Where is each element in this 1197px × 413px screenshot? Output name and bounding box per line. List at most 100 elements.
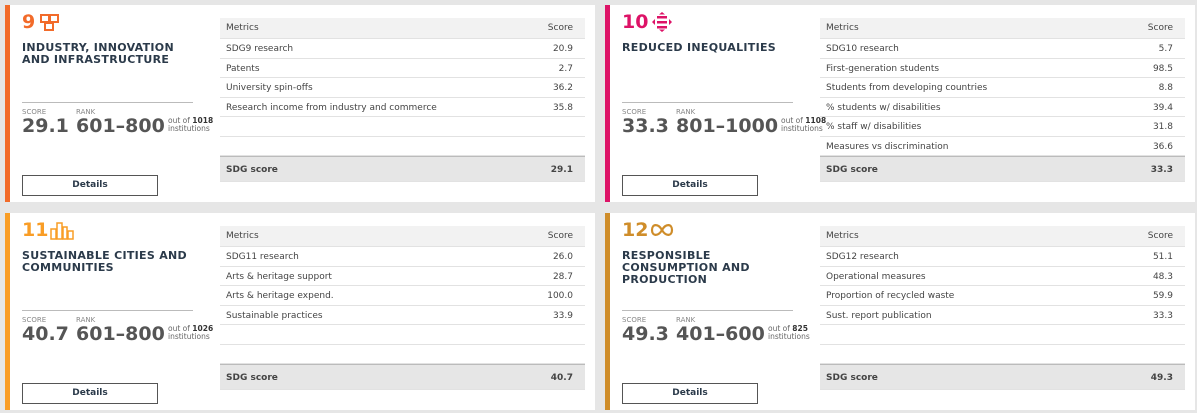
- divider: [22, 102, 193, 103]
- footer-score: 29.1: [550, 165, 573, 175]
- table-row: Measures vs discrimination 36.6: [820, 137, 1185, 156]
- table-row: Sustainable practices 33.9: [220, 306, 585, 325]
- table-row: [820, 345, 1185, 364]
- metric-score: 31.8: [1152, 122, 1173, 132]
- table-footer: SDG score 40.7: [220, 364, 585, 390]
- sdg-title: SUSTAINABLE CITIES AND COMMUNITIES: [22, 249, 187, 274]
- sdg-card: 12 RESPONSIBLE CONSUMPTION AND PRODUCTION…: [605, 213, 1195, 410]
- metric-name: SDG9 research: [226, 44, 294, 54]
- metric-name: Patents: [226, 63, 260, 74]
- sdg-icon: [40, 14, 59, 31]
- sdg-number: 11: [22, 219, 49, 241]
- out-of-text: out of: [168, 116, 190, 125]
- table-header: Metrics Score: [820, 226, 1185, 247]
- table-footer: SDG score 49.3: [820, 364, 1185, 390]
- metric-score: 39.4: [1152, 102, 1173, 113]
- table-header: Metrics Score: [820, 18, 1185, 39]
- rank-value: 601–800: [76, 115, 165, 137]
- table-row: [220, 117, 585, 137]
- header-cell: Metrics: [826, 23, 859, 33]
- metric-name: Arts & heritage support: [226, 271, 332, 282]
- rank-value: 601–800: [76, 323, 165, 345]
- metric-name: Research income from industry and commer…: [226, 102, 437, 113]
- details-button[interactable]: Details: [622, 383, 758, 404]
- sdg-icon: [652, 12, 672, 32]
- table-row: SDG9 research 20.9: [220, 39, 585, 59]
- metric-name: SDG12 research: [826, 252, 899, 262]
- header-cell: Score: [547, 231, 573, 241]
- rank-label: RANK: [676, 108, 696, 116]
- metric-name: Sustainable practices: [226, 310, 323, 321]
- metrics-table: Metrics Score SDG10 research 5.7 First-gener…: [820, 18, 1185, 182]
- table-row: SDG12 research 51.1: [820, 247, 1185, 267]
- metric-name: Sust. report publication: [826, 310, 932, 321]
- metric-name: % staff w/ disabilities: [826, 122, 922, 132]
- table-header: Metrics Score: [220, 226, 585, 247]
- header-cell: Metrics: [226, 23, 259, 33]
- details-button[interactable]: Details: [622, 175, 758, 196]
- metrics-table: Metrics Score SDG9 research 20.9 Patents 2.7 U…: [220, 18, 585, 182]
- header-cell: Score: [1147, 231, 1173, 241]
- metric-score: 100.0: [547, 291, 573, 301]
- table-footer: SDG score 33.3: [820, 156, 1185, 182]
- table-row: % staff w/ disabilities 31.8: [820, 117, 1185, 137]
- out-of-text: out of: [781, 116, 803, 125]
- metrics-table: Metrics Score SDG11 research 26.0 Arts & her…: [220, 226, 585, 390]
- sdg-number: 12: [622, 219, 649, 241]
- sdg-number: 10: [622, 11, 649, 33]
- metric-name: Arts & heritage expend.: [226, 291, 334, 301]
- header-cell: Score: [547, 23, 573, 33]
- sdg-title: INDUSTRY, INNOVATION AND INFRASTRUCTURE: [22, 41, 174, 66]
- metric-name: First-generation students: [826, 63, 940, 74]
- metric-score: 51.1: [1152, 252, 1173, 262]
- footer-score: 49.3: [1150, 373, 1173, 383]
- total: 1026: [192, 324, 214, 333]
- score-label: SCORE: [22, 108, 47, 116]
- metric-score: 8.8: [1158, 83, 1173, 93]
- rank-value: 401–600: [676, 323, 765, 345]
- table-footer: SDG score 29.1: [220, 156, 585, 182]
- metric-score: 36.2: [552, 83, 573, 93]
- metric-name: Measures vs discrimination: [826, 141, 949, 152]
- footer-label: SDG score: [826, 165, 878, 175]
- score-value: 49.3: [622, 323, 669, 345]
- institutions-text: institutions: [168, 124, 210, 133]
- metric-name: % students w/ disabilities: [826, 102, 941, 113]
- metric-name: Operational measures: [826, 271, 926, 282]
- sdg-number: 9: [22, 11, 36, 33]
- metric-score: 48.3: [1152, 271, 1173, 282]
- metric-name: SDG11 research: [226, 252, 299, 262]
- out-of: out of 1018 institutions: [168, 117, 213, 133]
- table-row: First-generation students 98.5: [820, 59, 1185, 78]
- sdg-card: 11 SUSTAINABLE CITIES AND COMMUNITIES SCOR…: [5, 213, 595, 410]
- table-row: Patents 2.7: [220, 59, 585, 78]
- table-row: Arts & heritage expend. 100.0: [220, 286, 585, 306]
- sdg-icon: [650, 224, 674, 236]
- out-of: out of 1108 institutions: [781, 117, 826, 133]
- sdg-title: REDUCED INEQUALITIES: [622, 41, 777, 54]
- details-button[interactable]: Details: [22, 175, 158, 196]
- table-row: Students from developing countries 8.8: [820, 78, 1185, 98]
- sdg-icon: [50, 222, 74, 240]
- sdg-card: 10 REDUCED INEQUALITIES SCORE 33.3 RANK 801–1…: [605, 5, 1195, 202]
- table-row: University spin-offs 36.2: [220, 78, 585, 98]
- table-header: Metrics Score: [220, 18, 585, 39]
- metric-score: 20.9: [552, 44, 573, 54]
- metric-score: 33.9: [552, 310, 573, 321]
- rank-label: RANK: [76, 316, 96, 324]
- score-value: 29.1: [22, 115, 69, 137]
- table-row: [220, 137, 585, 156]
- footer-score: 33.3: [1150, 165, 1173, 175]
- table-row: [820, 325, 1185, 345]
- metric-name: University spin-offs: [226, 83, 313, 93]
- table-row: Operational measures 48.3: [820, 267, 1185, 286]
- header-cell: Score: [1147, 23, 1173, 33]
- out-of-text: out of: [168, 324, 190, 333]
- metric-score: 33.3: [1152, 310, 1173, 321]
- institutions-text: institutions: [781, 124, 823, 133]
- details-button[interactable]: Details: [22, 383, 158, 404]
- divider: [622, 310, 793, 311]
- table-row: [220, 325, 585, 345]
- metric-score: 5.7: [1158, 44, 1173, 54]
- footer-label: SDG score: [226, 165, 278, 175]
